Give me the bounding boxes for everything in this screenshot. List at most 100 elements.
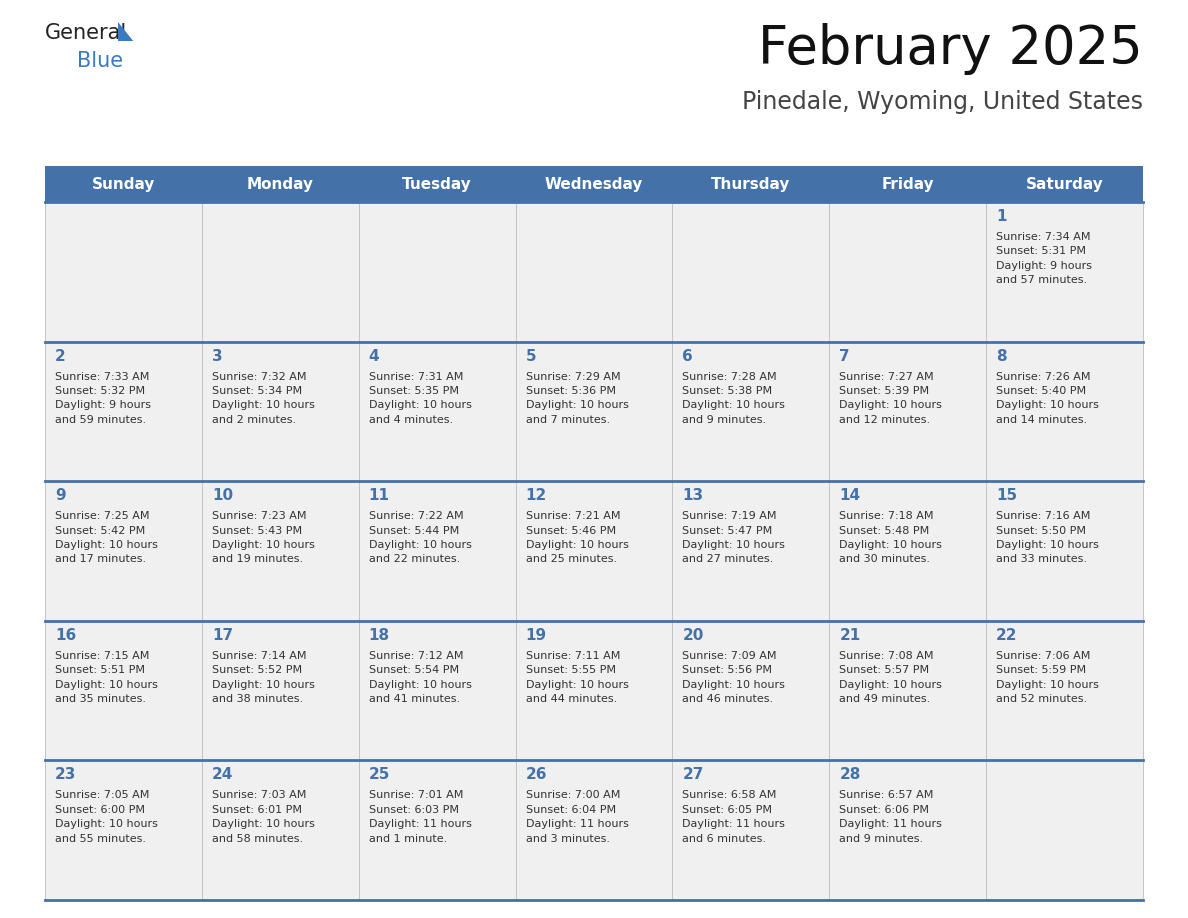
Bar xyxy=(516,341,672,481)
Text: 2: 2 xyxy=(55,349,65,364)
Bar xyxy=(829,341,986,481)
Polygon shape xyxy=(118,22,133,41)
Bar xyxy=(986,341,1143,481)
Text: 3: 3 xyxy=(211,349,222,364)
Bar xyxy=(202,760,359,900)
Text: February 2025: February 2025 xyxy=(758,23,1143,75)
Text: 18: 18 xyxy=(368,628,390,643)
Text: 23: 23 xyxy=(55,767,76,782)
Text: Sunrise: 7:19 AM
Sunset: 5:47 PM
Daylight: 10 hours
and 27 minutes.: Sunrise: 7:19 AM Sunset: 5:47 PM Dayligh… xyxy=(682,511,785,565)
Text: Sunrise: 7:05 AM
Sunset: 6:00 PM
Daylight: 10 hours
and 55 minutes.: Sunrise: 7:05 AM Sunset: 6:00 PM Dayligh… xyxy=(55,790,158,844)
Text: Sunrise: 7:25 AM
Sunset: 5:42 PM
Daylight: 10 hours
and 17 minutes.: Sunrise: 7:25 AM Sunset: 5:42 PM Dayligh… xyxy=(55,511,158,565)
Bar xyxy=(45,202,202,341)
Text: Wednesday: Wednesday xyxy=(545,176,643,192)
Text: 25: 25 xyxy=(368,767,390,782)
Bar xyxy=(202,621,359,760)
Text: 12: 12 xyxy=(525,488,546,503)
Text: 13: 13 xyxy=(682,488,703,503)
Text: 24: 24 xyxy=(211,767,233,782)
Text: 1: 1 xyxy=(997,209,1006,224)
Text: Blue: Blue xyxy=(77,51,124,71)
Text: 11: 11 xyxy=(368,488,390,503)
Bar xyxy=(45,760,202,900)
Text: Sunrise: 7:15 AM
Sunset: 5:51 PM
Daylight: 10 hours
and 35 minutes.: Sunrise: 7:15 AM Sunset: 5:51 PM Dayligh… xyxy=(55,651,158,704)
Bar xyxy=(45,481,202,621)
Bar xyxy=(829,481,986,621)
Bar xyxy=(672,481,829,621)
Bar xyxy=(359,760,516,900)
Bar xyxy=(359,621,516,760)
Text: Sunrise: 7:27 AM
Sunset: 5:39 PM
Daylight: 10 hours
and 12 minutes.: Sunrise: 7:27 AM Sunset: 5:39 PM Dayligh… xyxy=(839,372,942,425)
Bar xyxy=(672,202,829,341)
Text: 21: 21 xyxy=(839,628,860,643)
Text: 8: 8 xyxy=(997,349,1006,364)
Text: Sunrise: 7:32 AM
Sunset: 5:34 PM
Daylight: 10 hours
and 2 minutes.: Sunrise: 7:32 AM Sunset: 5:34 PM Dayligh… xyxy=(211,372,315,425)
Bar xyxy=(672,621,829,760)
Text: 20: 20 xyxy=(682,628,703,643)
Text: Sunrise: 7:16 AM
Sunset: 5:50 PM
Daylight: 10 hours
and 33 minutes.: Sunrise: 7:16 AM Sunset: 5:50 PM Dayligh… xyxy=(997,511,1099,565)
Bar xyxy=(986,202,1143,341)
Bar xyxy=(986,621,1143,760)
Bar xyxy=(359,341,516,481)
Bar xyxy=(45,341,202,481)
Text: 9: 9 xyxy=(55,488,65,503)
Text: Sunrise: 7:21 AM
Sunset: 5:46 PM
Daylight: 10 hours
and 25 minutes.: Sunrise: 7:21 AM Sunset: 5:46 PM Dayligh… xyxy=(525,511,628,565)
Bar xyxy=(202,481,359,621)
Text: Sunrise: 7:31 AM
Sunset: 5:35 PM
Daylight: 10 hours
and 4 minutes.: Sunrise: 7:31 AM Sunset: 5:35 PM Dayligh… xyxy=(368,372,472,425)
Text: Friday: Friday xyxy=(881,176,934,192)
Text: Sunrise: 6:57 AM
Sunset: 6:06 PM
Daylight: 11 hours
and 9 minutes.: Sunrise: 6:57 AM Sunset: 6:06 PM Dayligh… xyxy=(839,790,942,844)
Bar xyxy=(516,621,672,760)
Text: Pinedale, Wyoming, United States: Pinedale, Wyoming, United States xyxy=(742,90,1143,114)
Text: 6: 6 xyxy=(682,349,693,364)
Text: Sunrise: 7:26 AM
Sunset: 5:40 PM
Daylight: 10 hours
and 14 minutes.: Sunrise: 7:26 AM Sunset: 5:40 PM Dayligh… xyxy=(997,372,1099,425)
Text: Sunday: Sunday xyxy=(91,176,156,192)
Text: Sunrise: 7:08 AM
Sunset: 5:57 PM
Daylight: 10 hours
and 49 minutes.: Sunrise: 7:08 AM Sunset: 5:57 PM Dayligh… xyxy=(839,651,942,704)
Text: Sunrise: 7:23 AM
Sunset: 5:43 PM
Daylight: 10 hours
and 19 minutes.: Sunrise: 7:23 AM Sunset: 5:43 PM Dayligh… xyxy=(211,511,315,565)
Text: Sunrise: 7:09 AM
Sunset: 5:56 PM
Daylight: 10 hours
and 46 minutes.: Sunrise: 7:09 AM Sunset: 5:56 PM Dayligh… xyxy=(682,651,785,704)
Text: 16: 16 xyxy=(55,628,76,643)
Text: Sunrise: 7:06 AM
Sunset: 5:59 PM
Daylight: 10 hours
and 52 minutes.: Sunrise: 7:06 AM Sunset: 5:59 PM Dayligh… xyxy=(997,651,1099,704)
Text: 28: 28 xyxy=(839,767,860,782)
Bar xyxy=(359,481,516,621)
Bar xyxy=(359,202,516,341)
Text: Sunrise: 7:34 AM
Sunset: 5:31 PM
Daylight: 9 hours
and 57 minutes.: Sunrise: 7:34 AM Sunset: 5:31 PM Dayligh… xyxy=(997,232,1092,285)
Bar xyxy=(516,760,672,900)
Text: Sunrise: 7:18 AM
Sunset: 5:48 PM
Daylight: 10 hours
and 30 minutes.: Sunrise: 7:18 AM Sunset: 5:48 PM Dayligh… xyxy=(839,511,942,565)
Text: 15: 15 xyxy=(997,488,1017,503)
Text: 14: 14 xyxy=(839,488,860,503)
Bar xyxy=(516,202,672,341)
Text: Sunrise: 7:03 AM
Sunset: 6:01 PM
Daylight: 10 hours
and 58 minutes.: Sunrise: 7:03 AM Sunset: 6:01 PM Dayligh… xyxy=(211,790,315,844)
Text: 22: 22 xyxy=(997,628,1018,643)
Bar xyxy=(516,481,672,621)
Bar xyxy=(672,341,829,481)
Text: 26: 26 xyxy=(525,767,546,782)
Text: Sunrise: 7:00 AM
Sunset: 6:04 PM
Daylight: 11 hours
and 3 minutes.: Sunrise: 7:00 AM Sunset: 6:04 PM Dayligh… xyxy=(525,790,628,844)
Text: Sunrise: 7:28 AM
Sunset: 5:38 PM
Daylight: 10 hours
and 9 minutes.: Sunrise: 7:28 AM Sunset: 5:38 PM Dayligh… xyxy=(682,372,785,425)
Text: Sunrise: 7:22 AM
Sunset: 5:44 PM
Daylight: 10 hours
and 22 minutes.: Sunrise: 7:22 AM Sunset: 5:44 PM Dayligh… xyxy=(368,511,472,565)
Bar xyxy=(829,760,986,900)
Text: Sunrise: 7:01 AM
Sunset: 6:03 PM
Daylight: 11 hours
and 1 minute.: Sunrise: 7:01 AM Sunset: 6:03 PM Dayligh… xyxy=(368,790,472,844)
Text: Sunrise: 6:58 AM
Sunset: 6:05 PM
Daylight: 11 hours
and 6 minutes.: Sunrise: 6:58 AM Sunset: 6:05 PM Dayligh… xyxy=(682,790,785,844)
Text: Sunrise: 7:12 AM
Sunset: 5:54 PM
Daylight: 10 hours
and 41 minutes.: Sunrise: 7:12 AM Sunset: 5:54 PM Dayligh… xyxy=(368,651,472,704)
Text: Sunrise: 7:14 AM
Sunset: 5:52 PM
Daylight: 10 hours
and 38 minutes.: Sunrise: 7:14 AM Sunset: 5:52 PM Dayligh… xyxy=(211,651,315,704)
Text: Saturday: Saturday xyxy=(1025,176,1104,192)
Bar xyxy=(829,621,986,760)
Text: 27: 27 xyxy=(682,767,703,782)
Bar xyxy=(672,760,829,900)
Text: General: General xyxy=(45,23,127,43)
Text: 19: 19 xyxy=(525,628,546,643)
Text: Tuesday: Tuesday xyxy=(403,176,472,192)
Bar xyxy=(45,621,202,760)
Text: Sunrise: 7:29 AM
Sunset: 5:36 PM
Daylight: 10 hours
and 7 minutes.: Sunrise: 7:29 AM Sunset: 5:36 PM Dayligh… xyxy=(525,372,628,425)
Text: 7: 7 xyxy=(839,349,849,364)
Bar xyxy=(202,202,359,341)
Bar xyxy=(829,202,986,341)
Bar xyxy=(45,166,1143,202)
Bar xyxy=(986,481,1143,621)
Text: Sunrise: 7:33 AM
Sunset: 5:32 PM
Daylight: 9 hours
and 59 minutes.: Sunrise: 7:33 AM Sunset: 5:32 PM Dayligh… xyxy=(55,372,151,425)
Text: Monday: Monday xyxy=(247,176,314,192)
Bar xyxy=(202,341,359,481)
Text: 5: 5 xyxy=(525,349,536,364)
Bar xyxy=(986,760,1143,900)
Text: Thursday: Thursday xyxy=(712,176,790,192)
